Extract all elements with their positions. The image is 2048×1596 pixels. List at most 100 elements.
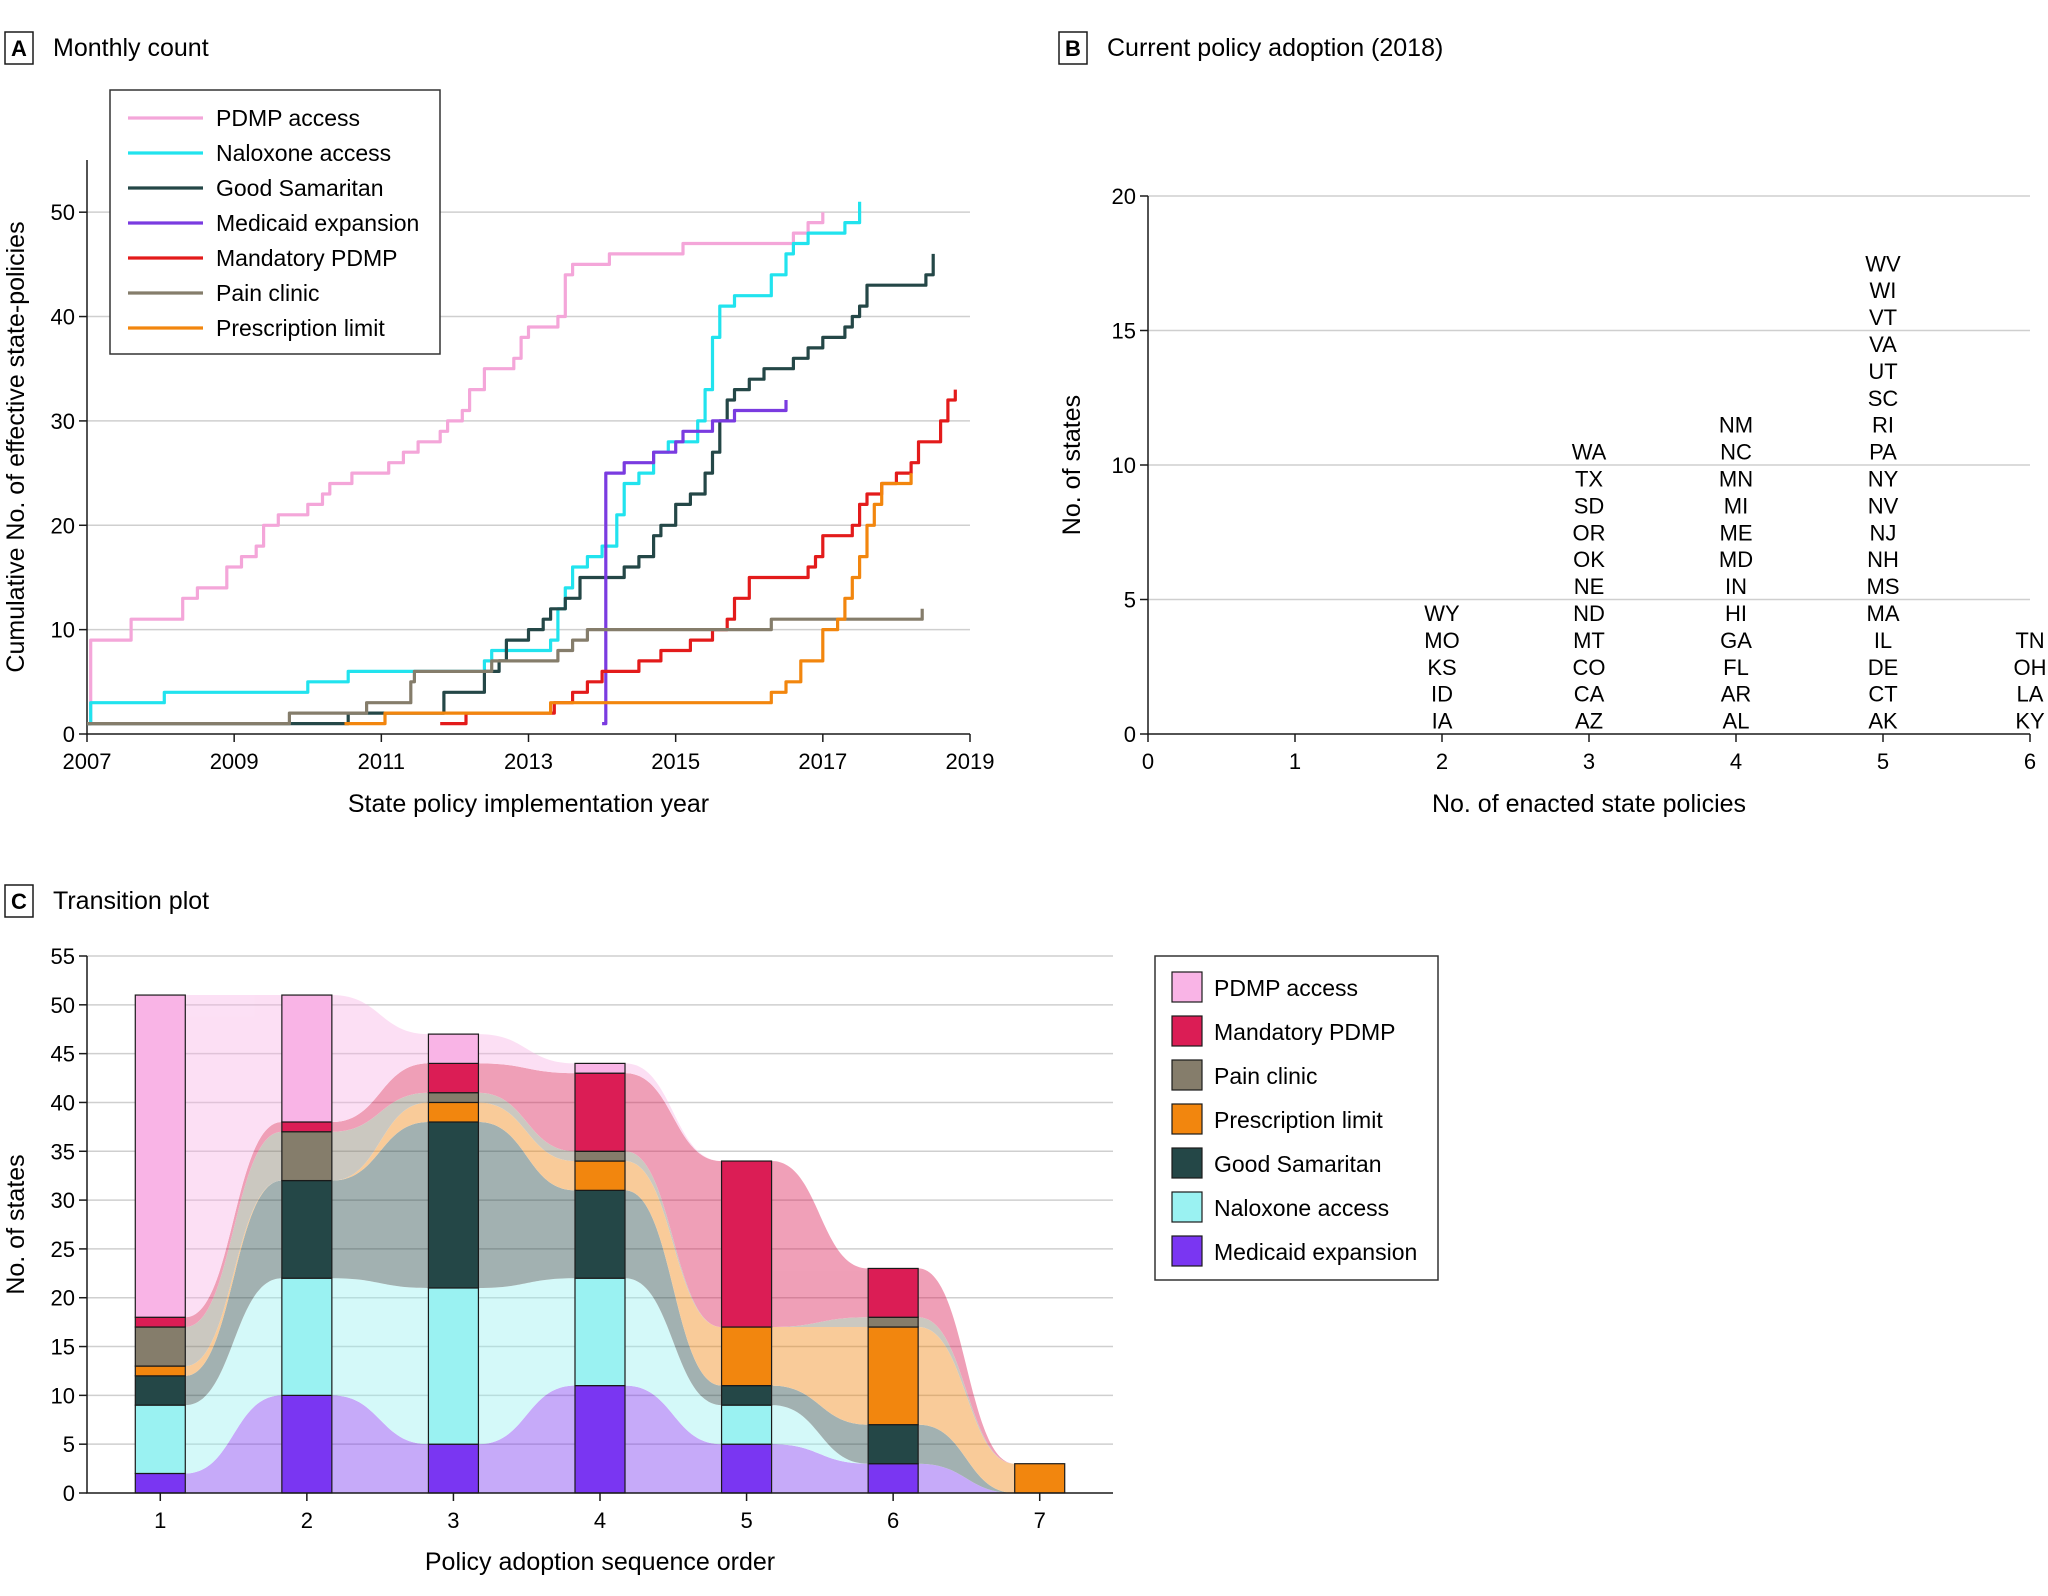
state-label: WY — [1424, 601, 1460, 626]
flow-naloxone-access — [771, 1405, 869, 1464]
bar-segment-good-samaritan — [574, 1189, 626, 1279]
legend-swatch-prescription-limit — [1171, 1103, 1203, 1135]
flow-pain-clinic — [331, 1092, 429, 1181]
state-label: CT — [1868, 682, 1897, 707]
y-axis-label: Cumulative No. of effective state-polici… — [2, 221, 30, 672]
state-label: WV — [1865, 251, 1901, 276]
axes — [1147, 196, 2030, 735]
flow-prescription-limit — [185, 1180, 282, 1376]
y-axis-label: No. of states — [1058, 395, 1086, 535]
state-label: SD — [1574, 493, 1605, 518]
flow-medicaid-expansion — [331, 1395, 429, 1493]
legend-swatch-pdmp-access — [1171, 971, 1203, 1003]
bar-segment-prescription-limit — [427, 1101, 480, 1123]
y-tick-label: 50 — [51, 200, 75, 225]
flow-good-samaritan — [625, 1190, 722, 1406]
x-tick-label: 5 — [740, 1508, 752, 1533]
flow-good-samaritan — [918, 1424, 1015, 1493]
bar-segment-good-samaritan — [281, 1179, 333, 1279]
x-tick-label: 5 — [1877, 749, 1889, 774]
y-tick-label: 0 — [63, 1481, 75, 1506]
state-label: NJ — [1870, 520, 1897, 545]
state-label: KY — [2015, 709, 2045, 734]
bar-segment-pain-clinic — [574, 1150, 626, 1162]
y-tick-label: 5 — [63, 1432, 75, 1457]
state-label: MN — [1719, 466, 1753, 491]
state-label: NC — [1720, 440, 1752, 465]
x-tick-label: 1 — [154, 1508, 166, 1533]
flow-naloxone-access — [625, 1278, 722, 1445]
state-label: ME — [1720, 520, 1753, 545]
flow-good-samaritan — [478, 1121, 575, 1288]
x-tick-label: 7 — [1034, 1508, 1046, 1533]
state-label: NE — [1574, 574, 1605, 599]
series-line-medicaid-expansion — [602, 400, 788, 726]
state-label: HI — [1725, 601, 1747, 626]
flow-medicaid-expansion — [185, 1395, 282, 1493]
state-label: WI — [1870, 278, 1897, 303]
bar-segment-prescription-limit — [574, 1160, 626, 1191]
state-label: VA — [1869, 332, 1897, 357]
legend-label: PDMP access — [216, 105, 360, 131]
x-tick-label: 2 — [301, 1508, 313, 1533]
panel-a-title: Monthly count — [53, 34, 209, 62]
panel-a-letter: A — [11, 36, 27, 61]
series-line-prescription-limit — [344, 473, 913, 726]
bar-segment-pdmp-access — [574, 1062, 626, 1074]
flow-medicaid-expansion — [478, 1385, 575, 1493]
flow-pain-clinic — [918, 1317, 1015, 1464]
x-tick-label: 3 — [447, 1508, 459, 1533]
y-tick-label: 40 — [51, 1090, 75, 1115]
flow-prescription-limit — [331, 1102, 429, 1181]
legend-label: Pain clinic — [216, 280, 320, 306]
y-tick-label: 20 — [51, 1286, 75, 1311]
state-label: TN — [2015, 628, 2044, 653]
y-tick-label: 15 — [51, 1335, 75, 1360]
state-label: NV — [1868, 493, 1899, 518]
state-label: NH — [1867, 547, 1899, 572]
panel-c-title: Transition plot — [53, 887, 209, 915]
bar-segment-pain-clinic — [427, 1092, 480, 1104]
y-tick-label: 10 — [1112, 453, 1136, 478]
state-label: AR — [1721, 682, 1752, 707]
y-tick-label: 45 — [51, 1042, 75, 1067]
axes — [86, 956, 1113, 1494]
flow-medicaid-expansion — [918, 1463, 1015, 1493]
x-tick-label: 3 — [1583, 749, 1595, 774]
state-label: IN — [1725, 574, 1747, 599]
x-tick-label: 2009 — [210, 749, 259, 774]
legend-label: Good Samaritan — [216, 175, 383, 201]
state-label: TX — [1575, 466, 1603, 491]
flow-naloxone-access — [331, 1278, 429, 1445]
state-label: MO — [1424, 628, 1459, 653]
legend-label: Pain clinic — [1214, 1063, 1318, 1089]
state-label: IA — [1432, 709, 1453, 734]
y-tick-label: 30 — [51, 409, 75, 434]
bar-segment-naloxone-access — [574, 1277, 626, 1387]
bar-segment-prescription-limit — [134, 1365, 186, 1377]
y-tick-label: 20 — [1112, 184, 1136, 209]
legend-label: Naloxone access — [1214, 1195, 1389, 1221]
flow-pdmp-access — [625, 1063, 722, 1162]
legend-label: Good Samaritan — [1214, 1151, 1381, 1177]
state-label: GA — [1720, 628, 1752, 653]
x-tick-label: 2017 — [798, 749, 847, 774]
panel-c-letter: C — [11, 889, 27, 914]
flow-good-samaritan — [771, 1385, 869, 1464]
legend-label: Mandatory PDMP — [216, 245, 398, 271]
x-tick-label: 0 — [1142, 749, 1154, 774]
panel-a-line-chart: 0 10 20 30 40 50 2007 2009 2011 2013 2015 2017 2019 S… — [2, 89, 994, 818]
y-tick-label: 30 — [51, 1188, 75, 1213]
x-tick-label: 4 — [1730, 749, 1742, 774]
state-label: SC — [1868, 386, 1899, 411]
flow-mandatory-pdmp — [771, 1161, 869, 1328]
legend-label: PDMP access — [1214, 975, 1358, 1001]
bar-segment-prescription-limit — [867, 1326, 919, 1426]
state-label: UT — [1868, 359, 1897, 384]
state-label: PA — [1869, 440, 1897, 465]
state-label: VT — [1869, 305, 1897, 330]
flow-pain-clinic — [771, 1317, 869, 1328]
bar-segment-prescription-limit — [1014, 1463, 1066, 1494]
bar-segment-naloxone-access — [281, 1277, 333, 1396]
state-label: OR — [1573, 520, 1606, 545]
